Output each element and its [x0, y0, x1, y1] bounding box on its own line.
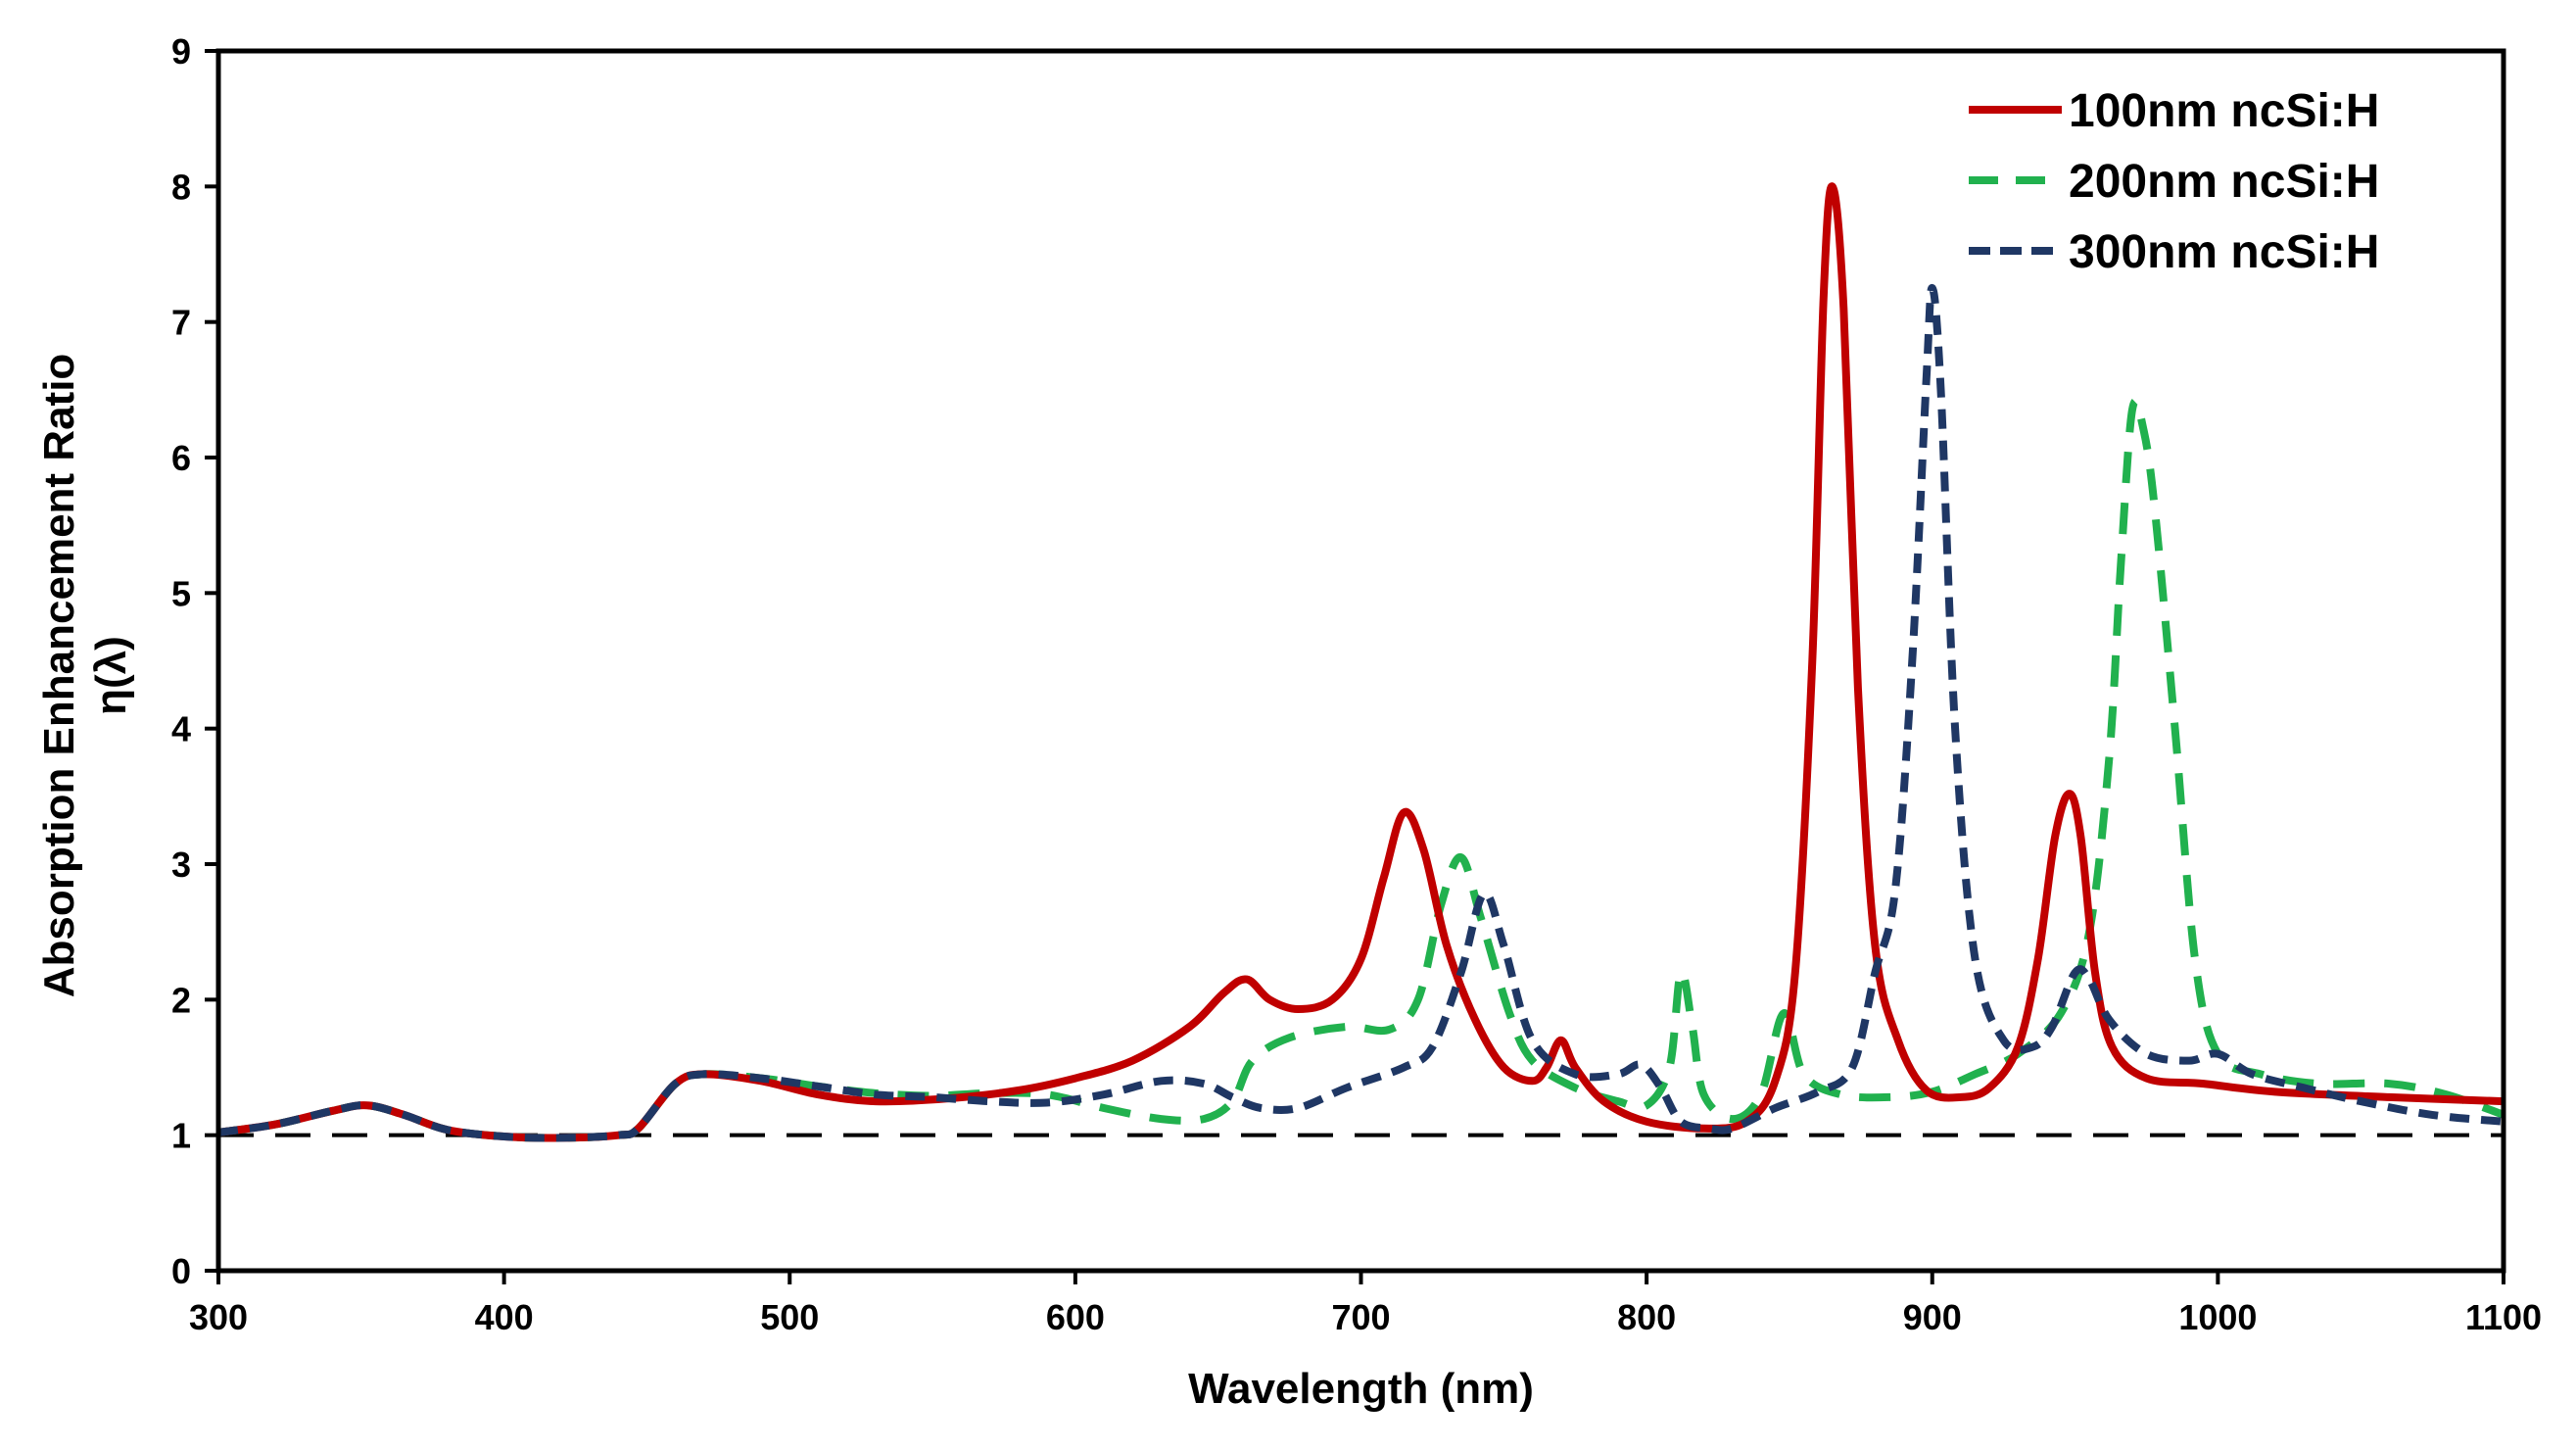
x-tick-label: 500	[760, 1297, 819, 1337]
y-tick-label: 3	[171, 845, 191, 885]
series-line-100nm	[217, 182, 2504, 1142]
series-line-200nm	[217, 397, 2505, 1142]
x-tick-label: 1000	[2178, 1297, 2257, 1337]
x-tick-label: 800	[1617, 1297, 1676, 1337]
y-tick-label: 1	[171, 1116, 191, 1156]
y-tick-label: 6	[171, 438, 191, 478]
legend-label: 200nm ncSi:H	[2069, 156, 2379, 208]
x-tick-label: 1100	[2465, 1297, 2542, 1337]
y-tick-label: 7	[171, 303, 191, 343]
y-axis-ticks: 0 1 2 3 4 5 6 7 8 9	[171, 31, 218, 1291]
y-tick-label: 5	[171, 573, 191, 613]
y-axis-title-symbol: η(λ)	[87, 636, 135, 715]
series-layer	[217, 182, 2505, 1142]
y-tick-label: 4	[171, 709, 191, 749]
y-tick-label: 8	[171, 167, 191, 207]
series-line-300nm	[217, 284, 2504, 1142]
x-axis-title: Wavelength (nm)	[1188, 1365, 1534, 1413]
legend-label: 300nm ncSi:H	[2069, 226, 2379, 278]
legend: 100nm ncSi:H 200nm ncSi:H 300nm ncSi:H	[1969, 85, 2379, 278]
y-tick-label: 0	[171, 1251, 191, 1291]
x-tick-label: 400	[475, 1297, 534, 1337]
x-tick-label: 600	[1046, 1297, 1105, 1337]
plot-frame	[215, 48, 2506, 1274]
y-tick-label: 9	[171, 31, 191, 72]
x-tick-label: 900	[1903, 1297, 1962, 1337]
legend-label: 100nm ncSi:H	[2069, 85, 2379, 137]
y-axis-title: Absorption Enhancement Ratio	[35, 354, 83, 998]
y-tick-label: 2	[171, 980, 191, 1020]
x-tick-label: 700	[1331, 1297, 1390, 1337]
x-axis-ticks: 300 400 500 600 700 800 900 1000 1100	[189, 1271, 2542, 1337]
x-tick-label: 300	[189, 1297, 248, 1337]
